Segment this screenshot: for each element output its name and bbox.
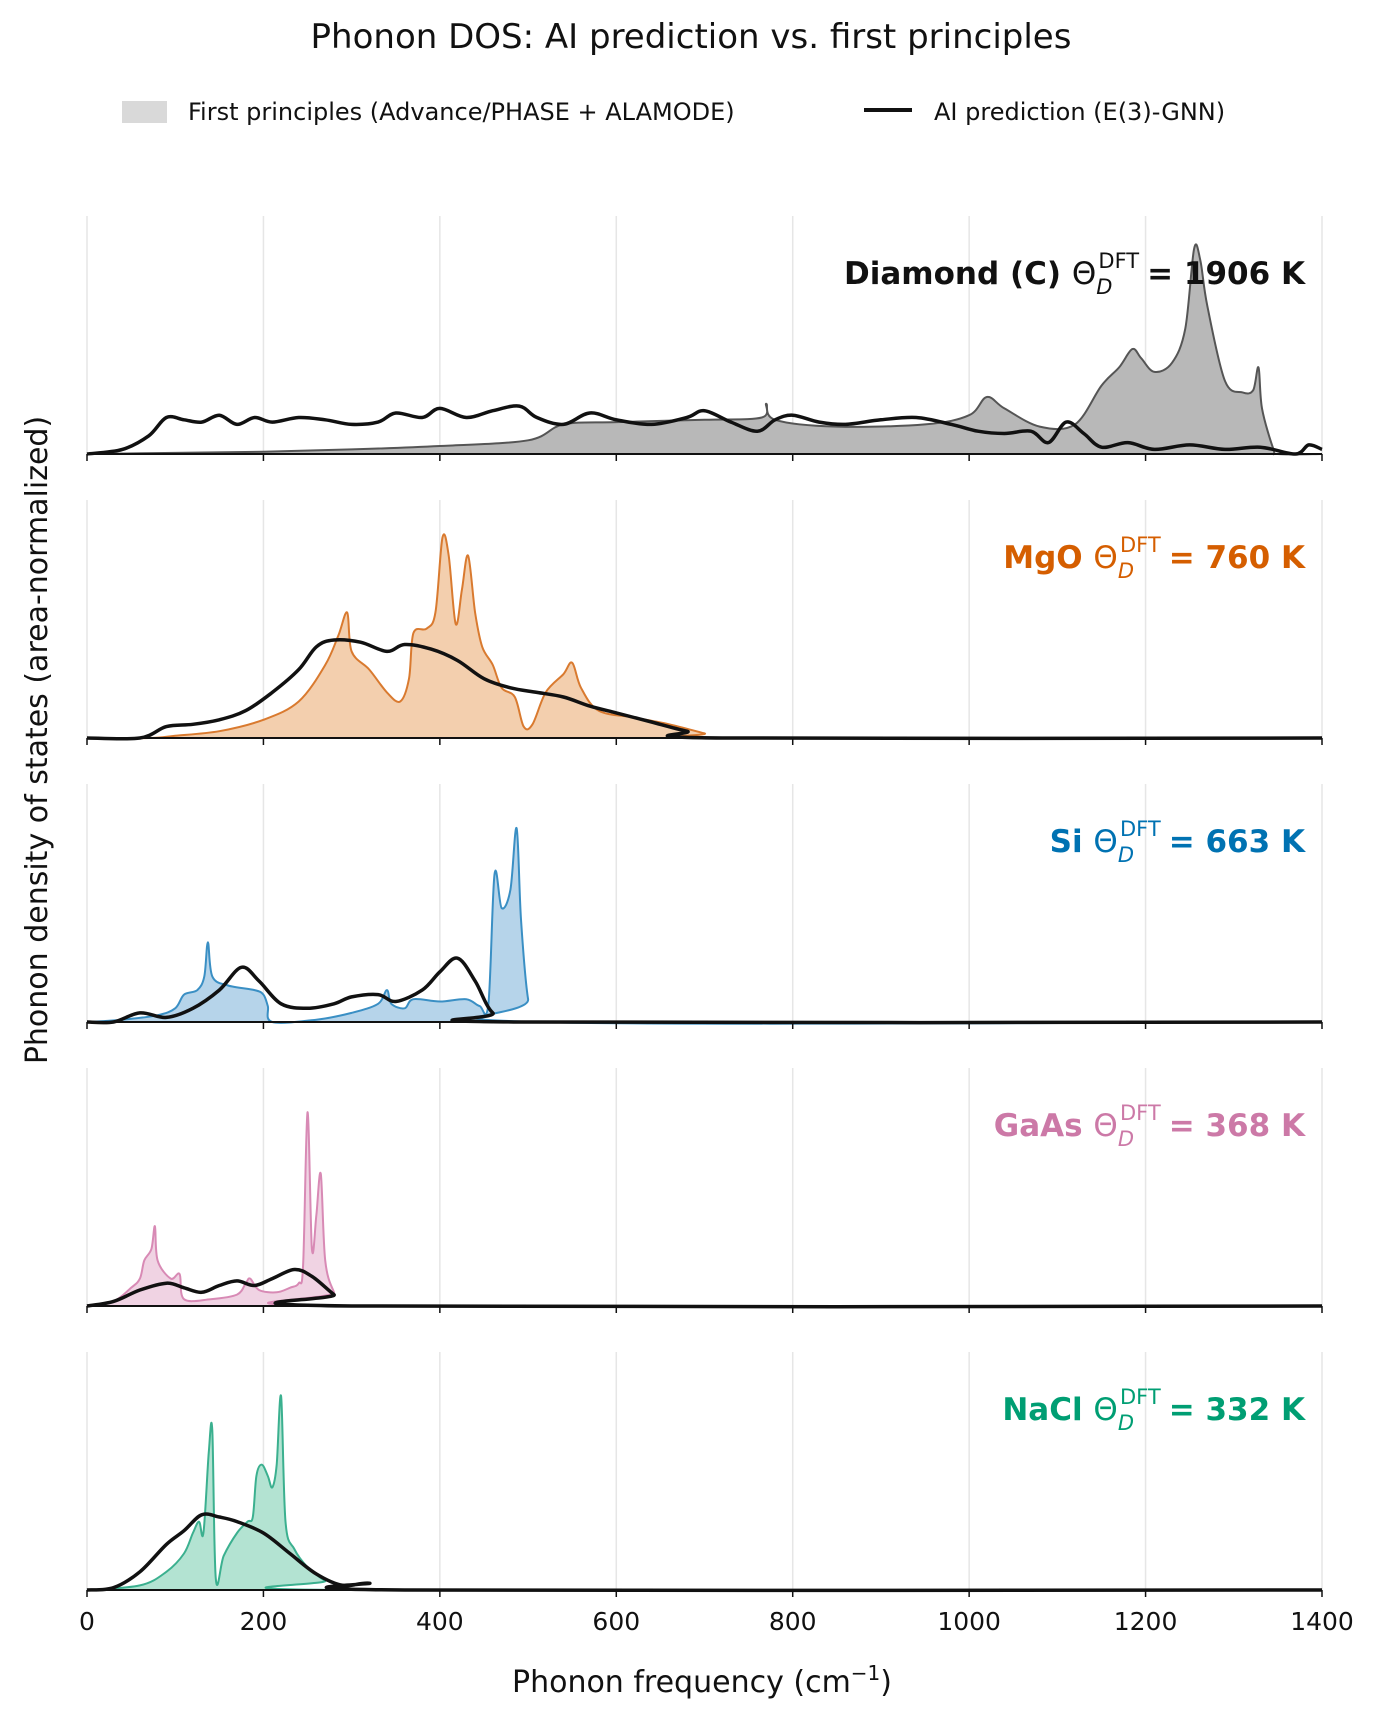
debye-temperature-value: = 1906 K [1147, 256, 1306, 292]
panel-label: Diamond (C) ΘDDFT = 1906 K [844, 249, 1306, 299]
theta-superscript: DFT [1120, 1101, 1161, 1125]
material-name: MgO [1003, 540, 1093, 576]
reference-dos-line [86, 827, 1323, 1025]
x-tick-label: 200 [240, 1607, 288, 1636]
x-axis-label-superscript: −1 [851, 1661, 880, 1685]
debye-temperature-value: = 368 K [1169, 1108, 1306, 1144]
reference-dos-line [86, 533, 1323, 740]
panel-0: Diamond (C) ΘDDFT = 1906 K [86, 216, 1323, 461]
material-name: Si [1050, 824, 1094, 860]
panel-4: NaCl ΘDDFT = 332 K [86, 1352, 1323, 1597]
x-tick-label: 0 [79, 1607, 95, 1636]
material-name: GaAs [994, 1108, 1094, 1144]
debye-temperature-value: = 760 K [1169, 540, 1306, 576]
reference-dos-fill [87, 534, 1322, 739]
theta-symbol: Θ [1093, 1108, 1117, 1144]
theta-subscript: D [1118, 843, 1134, 867]
reference-dos-fill [87, 244, 1322, 455]
x-axis-label: Phonon frequency (cm−1) [512, 1661, 892, 1700]
reference-dos-line [86, 243, 1323, 456]
panel-3: GaAs ΘDDFT = 368 K [86, 1068, 1323, 1313]
theta-subscript: D [1118, 559, 1134, 583]
y-axis-label: Phonon density of states (area-normalize… [20, 416, 55, 1064]
panel-label: GaAs ΘDDFT = 368 K [994, 1101, 1306, 1151]
x-axis: 0 200 400 600 800 1000 1200 1400 [79, 1607, 1354, 1636]
theta-superscript: DFT [1098, 249, 1139, 273]
panel-label: Si ΘDDFT = 663 K [1050, 817, 1306, 867]
reference-dos-line [86, 1394, 1323, 1592]
material-name: NaCl [1002, 1392, 1093, 1428]
legend: First principles (Advance/PHASE + ALAMOD… [122, 98, 1225, 126]
debye-temperature-value: = 332 K [1169, 1392, 1306, 1428]
x-tick-label: 1000 [937, 1607, 1001, 1636]
theta-symbol: Θ [1093, 540, 1117, 576]
debye-temperature-value: = 663 K [1169, 824, 1306, 860]
legend-label-first-principles: First principles (Advance/PHASE + ALAMOD… [188, 98, 735, 126]
panel-label: NaCl ΘDDFT = 332 K [1002, 1385, 1306, 1435]
panel-1: MgO ΘDDFT = 760 K [86, 500, 1323, 745]
theta-superscript: DFT [1120, 533, 1161, 557]
panel-label: MgO ΘDDFT = 760 K [1003, 533, 1306, 583]
reference-dos-fill [87, 827, 1322, 1024]
x-tick-label: 800 [769, 1607, 817, 1636]
theta-subscript: D [1118, 1411, 1134, 1435]
theta-symbol: Θ [1093, 824, 1117, 860]
ai-prediction-line [86, 404, 1323, 456]
legend-label-ai-prediction: AI prediction (E(3)-GNN) [934, 98, 1225, 126]
theta-superscript: DFT [1120, 1385, 1161, 1409]
theta-superscript: DFT [1120, 817, 1161, 841]
ai-prediction-line [86, 956, 1323, 1025]
x-tick-label: 600 [592, 1607, 640, 1636]
theta-subscript: D [1118, 1127, 1134, 1151]
theta-subscript: D [1096, 275, 1112, 299]
theta-symbol: Θ [1072, 256, 1096, 292]
panel-2: Si ΘDDFT = 663 K [86, 784, 1323, 1029]
material-name: Diamond (C) [844, 256, 1072, 292]
chart-title: Phonon DOS: AI prediction vs. first prin… [311, 17, 1072, 57]
legend-swatch-first-principles [122, 101, 167, 123]
theta-symbol: Θ [1093, 1392, 1117, 1428]
ai-prediction-line [86, 637, 1323, 741]
x-tick-label: 1200 [1114, 1607, 1178, 1636]
x-tick-label: 1400 [1290, 1607, 1354, 1636]
x-tick-label: 400 [416, 1607, 464, 1636]
reference-dos-fill [87, 1395, 1322, 1591]
